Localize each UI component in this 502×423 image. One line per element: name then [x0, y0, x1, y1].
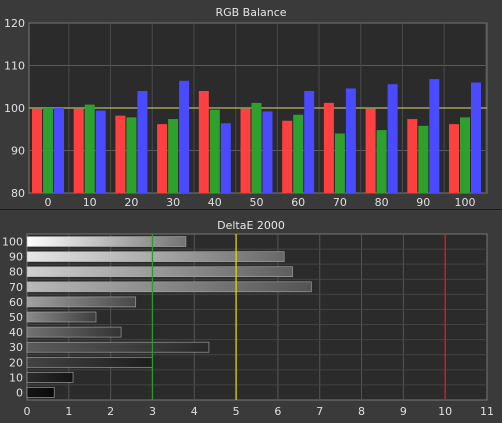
y-tick-label: 40	[9, 326, 23, 339]
x-tick-label: 90	[416, 196, 430, 209]
bar	[26, 251, 285, 262]
x-tick-label: 0	[24, 405, 31, 418]
bar	[418, 125, 429, 193]
x-tick-label: 10	[438, 405, 452, 418]
x-tick-label: 11	[480, 405, 494, 418]
bar	[26, 341, 210, 353]
bar	[209, 109, 220, 193]
bar	[376, 130, 387, 193]
bar	[460, 117, 470, 193]
bar	[43, 108, 53, 193]
bar	[429, 79, 440, 193]
bar	[157, 124, 168, 193]
bar	[26, 296, 137, 308]
y-tick-label: 10	[9, 371, 23, 384]
x-tick-label: 60	[291, 196, 305, 209]
bar	[323, 102, 334, 193]
x-tick-label: 100	[455, 196, 476, 209]
bar	[365, 108, 376, 193]
bar	[262, 111, 273, 193]
bar	[73, 108, 84, 193]
bar	[26, 326, 122, 338]
y-tick-label: 70	[9, 281, 23, 294]
x-tick-label: 80	[375, 196, 389, 209]
x-tick-label: 6	[274, 405, 281, 418]
x-tick-label: 4	[191, 405, 198, 418]
x-tick-label: 10	[83, 196, 97, 209]
y-tick-label: 100	[2, 236, 23, 249]
x-tick-label: 8	[358, 405, 365, 418]
bar	[95, 110, 106, 193]
bar	[220, 123, 231, 193]
bar	[334, 133, 345, 193]
y-tick-label: 80	[11, 187, 25, 200]
y-tick-label: 100	[4, 102, 25, 115]
x-tick-label: 70	[333, 196, 347, 209]
bar	[198, 91, 209, 193]
x-tick-label: 3	[149, 405, 156, 418]
deltae-chart: DeltaE 2000 0 1 2 3 4 5 6 7 8 9 10 11 0 10 20 30 40 50 60 70…	[0, 210, 502, 423]
bar	[26, 266, 293, 278]
y-tick-label: 60	[9, 296, 23, 309]
bar	[54, 108, 64, 193]
bar	[282, 120, 293, 193]
bar	[293, 114, 304, 193]
bar	[26, 387, 55, 398]
bar	[471, 82, 481, 193]
y-tick-label: 50	[9, 311, 23, 324]
chart-title: RGB Balance	[215, 6, 286, 19]
bar	[115, 115, 126, 193]
bar	[387, 84, 398, 193]
y-tick-label: 80	[9, 266, 23, 279]
bar	[449, 124, 459, 193]
rgb-balance-chart: RGB Balance 80 90 100 110 120 0 10 20 30 40 50 60 70 8…	[0, 0, 502, 210]
bar	[26, 372, 74, 383]
bar	[26, 311, 97, 323]
bar	[179, 80, 190, 193]
y-tick-label: 110	[4, 60, 25, 73]
bar	[251, 102, 262, 193]
bar	[407, 119, 418, 193]
x-tick-label: 2	[107, 405, 114, 418]
x-tick-label: 7	[316, 405, 323, 418]
x-tick-label: 20	[124, 196, 138, 209]
y-tick-label: 120	[4, 17, 25, 30]
x-tick-label: 40	[208, 196, 222, 209]
bar	[84, 104, 95, 193]
bar	[26, 281, 312, 293]
x-tick-label: 30	[166, 196, 180, 209]
bar	[26, 236, 187, 247]
x-tick-label: 50	[250, 196, 264, 209]
bar	[32, 108, 42, 193]
y-tick-label: 0	[16, 386, 23, 399]
y-tick-label: 30	[9, 341, 23, 354]
bar	[240, 108, 251, 193]
bar	[26, 356, 153, 368]
y-tick-label: 90	[9, 251, 23, 264]
x-tick-label: 1	[65, 405, 72, 418]
bar	[126, 117, 137, 193]
bar	[168, 119, 179, 193]
bar	[345, 88, 356, 193]
x-tick-label: 9	[400, 405, 407, 418]
x-tick-label: 0	[45, 196, 52, 209]
chart-title: DeltaE 2000	[217, 219, 285, 232]
x-tick-label: 5	[233, 405, 240, 418]
bar	[304, 91, 315, 193]
y-tick-label: 90	[11, 145, 25, 158]
y-tick-label: 20	[9, 356, 23, 369]
bar	[137, 91, 148, 193]
